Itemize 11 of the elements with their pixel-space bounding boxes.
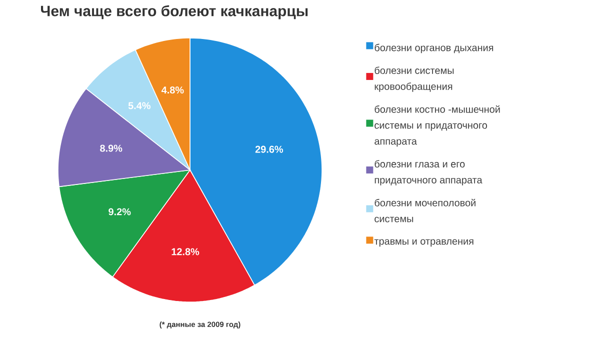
- data-label: 12.8%: [172, 248, 200, 256]
- data-label: 4.8%: [161, 86, 184, 94]
- chart-title: Чем чаще всего болеют качканарцы: [41, 5, 308, 20]
- legend-label: болезни органов дыхания: [374, 44, 494, 54]
- data-label: 9.2%: [108, 208, 131, 216]
- legend-label: травмы и отравления: [374, 239, 474, 247]
- data-label: 5.4%: [128, 102, 150, 110]
- legend-label: болезни системы кровообращения: [374, 66, 454, 92]
- legend-label: болезни костно -мышечной системы и придаточного аппарата: [374, 105, 500, 147]
- data-label: 8.9%: [100, 144, 122, 152]
- data-label: 29.6%: [255, 146, 284, 153]
